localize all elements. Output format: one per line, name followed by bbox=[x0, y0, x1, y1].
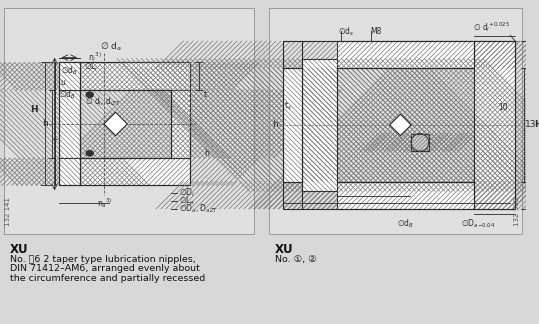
Text: $\emptyset$ d$_a$: $\emptyset$ d$_a$ bbox=[100, 40, 121, 53]
Text: $\emptyset$d$_B$: $\emptyset$d$_B$ bbox=[397, 217, 414, 230]
Text: T: T bbox=[53, 139, 58, 148]
Text: DIN 71412–AM6, arranged evenly about: DIN 71412–AM6, arranged evenly about bbox=[10, 264, 199, 273]
Text: $\emptyset$d$_B$: $\emptyset$d$_B$ bbox=[59, 88, 76, 101]
Text: XU: XU bbox=[10, 243, 29, 256]
Bar bbox=[336, 41, 474, 68]
Text: 10: 10 bbox=[499, 103, 508, 112]
Text: n$_a$$^{3)}$: n$_a$$^{3)}$ bbox=[96, 196, 112, 210]
Bar bbox=[302, 59, 336, 191]
Text: h: h bbox=[42, 120, 48, 128]
Text: $\emptyset$D$_a$, D$_{aZT}$: $\emptyset$D$_a$, D$_{aZT}$ bbox=[178, 202, 218, 215]
Text: 132 308: 132 308 bbox=[514, 197, 520, 226]
Bar bbox=[59, 90, 80, 158]
Text: h: h bbox=[204, 149, 209, 158]
Bar bbox=[80, 158, 190, 185]
Bar bbox=[80, 63, 190, 90]
Text: No. ␆6 2 taper type lubrication nipples,: No. ␆6 2 taper type lubrication nipples, bbox=[10, 255, 196, 264]
Polygon shape bbox=[104, 112, 127, 136]
Bar bbox=[59, 63, 190, 185]
Text: u: u bbox=[60, 77, 65, 87]
Text: $\emptyset$L$_i$: $\emptyset$L$_i$ bbox=[84, 60, 98, 73]
Text: $\emptyset$L$_a$: $\emptyset$L$_a$ bbox=[178, 195, 195, 207]
Text: h: h bbox=[272, 121, 278, 129]
Bar bbox=[283, 68, 302, 181]
Text: H: H bbox=[535, 121, 539, 129]
Text: t: t bbox=[204, 90, 207, 99]
Ellipse shape bbox=[86, 150, 94, 156]
Polygon shape bbox=[390, 114, 411, 136]
Bar bbox=[171, 90, 190, 158]
Text: M8: M8 bbox=[370, 27, 381, 36]
Bar bbox=[474, 41, 515, 209]
Text: n$_i$$^{3)}$: n$_i$$^{3)}$ bbox=[88, 50, 101, 64]
Text: $\emptyset$D$_a$$_{-0.04}$: $\emptyset$D$_a$$_{-0.04}$ bbox=[461, 217, 495, 230]
Text: $\emptyset$D$_i$: $\emptyset$D$_i$ bbox=[178, 187, 195, 200]
Bar bbox=[283, 41, 515, 209]
Text: H: H bbox=[30, 105, 38, 114]
Circle shape bbox=[411, 134, 429, 151]
Ellipse shape bbox=[86, 92, 94, 98]
Text: $\emptyset$d$_B$: $\emptyset$d$_B$ bbox=[61, 64, 78, 76]
Bar bbox=[4, 8, 254, 234]
Text: the circumference and partially recessed: the circumference and partially recessed bbox=[10, 274, 205, 283]
Text: 13: 13 bbox=[525, 121, 536, 129]
Text: XU: XU bbox=[275, 243, 294, 256]
Text: t$_s$: t$_s$ bbox=[284, 99, 292, 112]
Bar bbox=[59, 63, 80, 90]
Text: 132 141: 132 141 bbox=[5, 197, 11, 226]
Text: $\emptyset$d$_s$: $\emptyset$d$_s$ bbox=[338, 25, 355, 38]
Bar bbox=[411, 134, 429, 151]
Bar bbox=[59, 158, 80, 185]
Bar bbox=[270, 8, 522, 234]
Text: $\emptyset$ d$_i$, d$_{iZT}$: $\emptyset$ d$_i$, d$_{iZT}$ bbox=[85, 95, 121, 108]
Text: $\emptyset$ d$_i$$^{+0.025}$: $\emptyset$ d$_i$$^{+0.025}$ bbox=[473, 20, 510, 34]
Bar bbox=[336, 181, 474, 209]
Text: No. ①, ②: No. ①, ② bbox=[275, 255, 317, 264]
